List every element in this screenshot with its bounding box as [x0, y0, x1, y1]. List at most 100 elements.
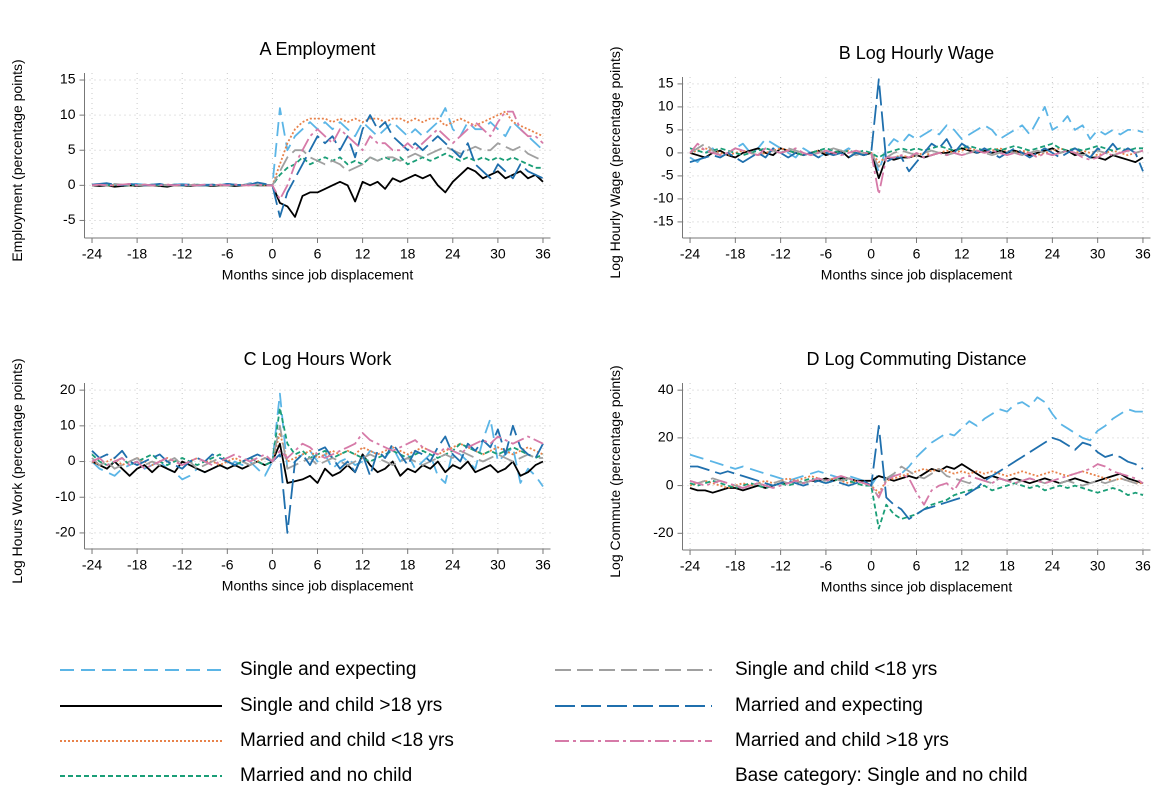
y-tick-label: 0: [666, 144, 674, 160]
x-tick-label: -6: [820, 558, 833, 574]
y-tick-label: 10: [60, 417, 76, 433]
x-tick-label: 36: [535, 557, 551, 573]
x-tick-label: 30: [490, 246, 506, 262]
x-tick-label: 24: [445, 557, 461, 573]
x-tick-label: -24: [680, 246, 700, 262]
x-tick-label: -12: [172, 246, 192, 262]
legend-label: Married and expecting: [735, 695, 923, 716]
series-line: [91, 114, 544, 218]
series-line: [689, 78, 1144, 173]
series-line: [91, 110, 544, 201]
series-line: [689, 142, 1144, 196]
x-tick-label: -12: [771, 246, 791, 262]
x-tick-label: 30: [490, 557, 506, 573]
series-line: [91, 166, 544, 218]
y-axis-label: Log Commute (percentage points): [607, 365, 623, 577]
x-tick-label: 12: [355, 557, 371, 573]
x-tick-label: 18: [999, 246, 1015, 262]
legend-label: Single and child >18 yrs: [240, 695, 442, 716]
series-line: [91, 442, 544, 484]
series-line: [91, 424, 544, 534]
series-line: [689, 396, 1143, 487]
x-tick-label: -18: [725, 558, 745, 574]
series-line: [91, 432, 544, 466]
legend-label: Married and child >18 yrs: [735, 730, 949, 751]
y-tick-label: 20: [60, 381, 76, 397]
x-tick-label: -6: [221, 246, 234, 262]
x-axis-label: Months since job displacement: [821, 579, 1013, 595]
y-tick-label: 40: [658, 381, 674, 397]
y-tick-label: -15: [653, 213, 673, 229]
series-line: [689, 463, 1144, 506]
x-tick-label: 12: [954, 558, 970, 574]
y-tick-label: 0: [68, 176, 76, 192]
x-tick-label: 30: [1090, 558, 1106, 574]
y-tick-label: 15: [658, 75, 674, 91]
y-tick-label: 10: [658, 98, 674, 114]
x-tick-label: 36: [1135, 558, 1151, 574]
y-tick-label: 5: [666, 121, 674, 137]
legend-label: Single and expecting: [240, 659, 416, 680]
chart-title: A Employment: [259, 39, 375, 59]
x-tick-label: 6: [314, 557, 322, 573]
legend-label: Married and no child: [240, 765, 412, 786]
series-line: [689, 468, 1143, 494]
series-line: [689, 106, 1144, 173]
x-tick-label: -6: [221, 557, 234, 573]
x-tick-label: 24: [1045, 558, 1061, 574]
series-line: [91, 432, 544, 470]
x-tick-label: -18: [127, 557, 147, 573]
x-axis-label: Months since job displacement: [222, 267, 414, 283]
x-tick-label: 12: [954, 246, 970, 262]
y-tick-label: -10: [653, 190, 673, 206]
x-tick-label: 24: [445, 246, 461, 262]
y-tick-label: 0: [68, 452, 76, 468]
x-tick-label: -12: [172, 557, 192, 573]
x-tick-label: -18: [127, 246, 147, 262]
x-tick-label: -24: [82, 246, 102, 262]
series-line: [689, 142, 1144, 168]
x-tick-label: -18: [725, 246, 745, 262]
y-tick-label: -20: [55, 524, 75, 540]
x-tick-label: 12: [355, 246, 371, 262]
x-tick-label: -6: [820, 246, 833, 262]
chart-title: B Log Hourly Wage: [839, 43, 994, 63]
y-tick-label: -5: [63, 211, 76, 227]
y-axis-label: Log Hours Work (percentage points): [9, 358, 25, 583]
x-tick-label: 18: [400, 246, 416, 262]
x-tick-label: 36: [535, 246, 551, 262]
y-tick-label: 10: [60, 106, 76, 122]
series-line: [690, 425, 1144, 520]
x-tick-label: 0: [867, 246, 875, 262]
series-line: [91, 110, 544, 187]
legend-label: Married and child <18 yrs: [240, 730, 454, 751]
x-tick-label: 36: [1135, 246, 1151, 262]
x-tick-label: -24: [680, 558, 700, 574]
x-tick-label: 18: [999, 558, 1015, 574]
y-axis-label: Log Hourly Wage (percentage points): [607, 46, 623, 278]
x-tick-label: 0: [867, 558, 875, 574]
series-line: [91, 407, 544, 466]
x-tick-label: 30: [1090, 246, 1106, 262]
chart-title: C Log Hours Work: [244, 349, 393, 369]
y-tick-label: 15: [60, 71, 76, 87]
x-tick-label: 6: [913, 246, 921, 262]
x-tick-label: 6: [314, 246, 322, 262]
x-tick-label: 24: [1045, 246, 1061, 262]
x-axis-label: Months since job displacement: [821, 267, 1013, 283]
y-tick-label: 0: [666, 476, 674, 492]
x-axis-label: Months since job displacement: [222, 578, 414, 594]
series-line: [689, 477, 1144, 530]
x-tick-label: -24: [82, 557, 102, 573]
x-tick-label: 18: [400, 557, 416, 573]
y-tick-label: -5: [661, 167, 674, 183]
y-tick-label: -10: [55, 488, 75, 504]
x-tick-label: 6: [913, 558, 921, 574]
legend-note: Base category: Single and no child: [735, 765, 1028, 786]
chart-title: D Log Commuting Distance: [806, 349, 1026, 369]
y-tick-label: 20: [658, 429, 674, 445]
x-tick-label: 0: [269, 557, 277, 573]
y-tick-label: -20: [653, 524, 673, 540]
legend-label: Single and child <18 yrs: [735, 659, 937, 680]
